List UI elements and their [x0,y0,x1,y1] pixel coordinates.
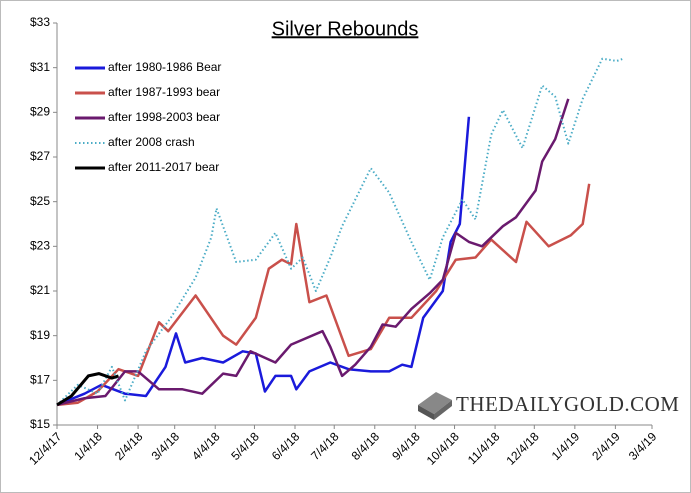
y-tick-label: $23 [30,239,50,253]
series-line [56,116,471,407]
series-line [56,57,624,406]
legend-label: after 1998-2003 bear [108,110,220,124]
legend-label: after 1987-1993 bear [108,85,220,99]
legend-label: after 2011-2017 bear [108,160,219,174]
y-tick-label: $15 [30,417,50,431]
series-line [56,183,591,407]
y-tick-label: $29 [30,105,50,119]
series-line [56,372,119,407]
legend-label: after 1980-1986 Bear [108,60,221,74]
y-tick-label: $19 [30,328,50,342]
y-tick-label: $17 [30,373,50,387]
y-tick-label: $21 [30,283,50,297]
legend-label: after 2008 crash [108,135,195,149]
y-tick-label: $25 [30,194,50,208]
y-tick-label: $27 [30,149,50,163]
chart-title: Silver Rebounds [272,18,419,40]
watermark-icon [418,392,452,420]
watermark: THEDAILYGOLD.COM [456,392,679,416]
y-tick-label: $33 [30,15,50,29]
y-tick-label: $31 [30,60,50,74]
series-line [56,98,570,407]
